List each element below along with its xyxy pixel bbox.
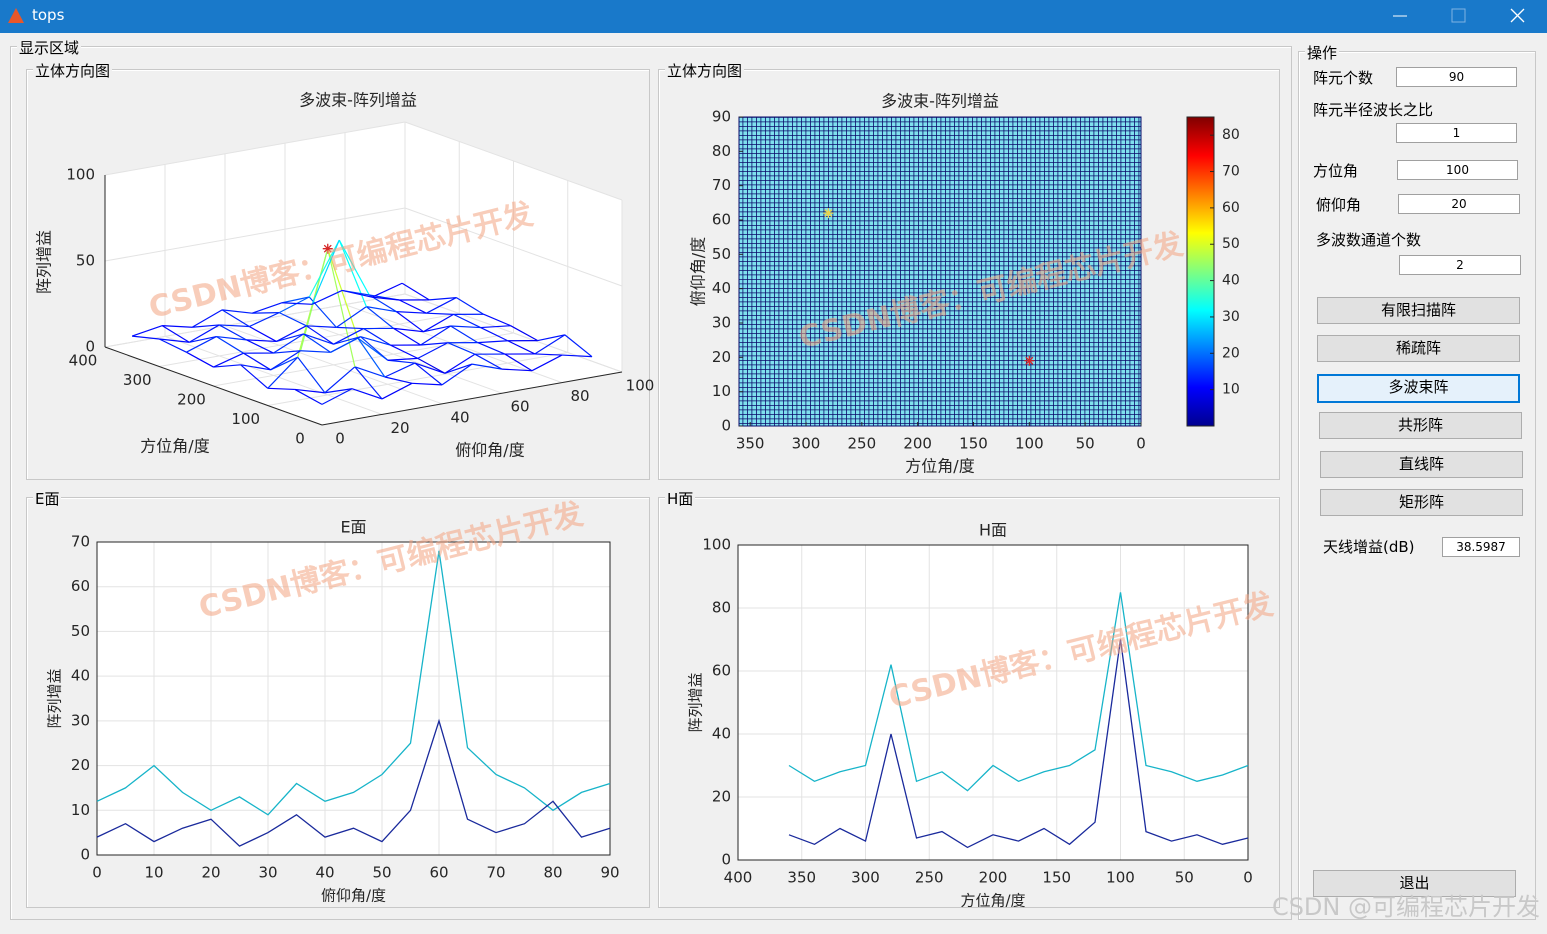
panel-title: H面 xyxy=(665,488,696,509)
panel: 立体方向图 xyxy=(26,60,650,480)
panel-title: 显示区域 xyxy=(17,37,82,58)
field-label: 阵元个数 xyxy=(1313,69,1374,87)
panel-title: E面 xyxy=(33,488,62,509)
field-input[interactable]: 100 xyxy=(1397,160,1518,180)
field-input[interactable]: 20 xyxy=(1398,194,1520,214)
title-bar: tops xyxy=(0,0,1547,33)
button[interactable]: 矩形阵 xyxy=(1320,489,1523,516)
panel-title: 操作 xyxy=(1305,42,1340,63)
panel: 立体方向图 xyxy=(658,60,1280,480)
field-input[interactable]: 1 xyxy=(1396,123,1517,143)
button[interactable]: 有限扫描阵 xyxy=(1317,297,1520,324)
display-panel: 显示区域 xyxy=(10,37,1292,920)
panel-title: 立体方向图 xyxy=(33,60,113,81)
exit-button[interactable]: 退出 xyxy=(1313,870,1516,897)
panel-title: 立体方向图 xyxy=(665,60,745,81)
field-label: 方位角 xyxy=(1313,162,1359,180)
button[interactable]: 共形阵 xyxy=(1319,412,1522,439)
field-label: 俯仰角 xyxy=(1316,196,1362,214)
field-input[interactable]: 2 xyxy=(1399,255,1521,275)
button[interactable]: 稀疏阵 xyxy=(1317,335,1520,362)
field-input[interactable]: 90 xyxy=(1396,67,1517,87)
panel: E面 xyxy=(26,488,650,908)
gain-label: 天线增益(dB) xyxy=(1323,538,1415,556)
gain-output: 38.5987 xyxy=(1442,537,1520,557)
panel: H面 xyxy=(658,488,1280,908)
field-label: 多波数通道个数 xyxy=(1316,231,1422,249)
button[interactable]: 多波束阵 xyxy=(1317,374,1520,403)
field-label: 阵元半径波长之比 xyxy=(1313,101,1434,119)
control-panel: 操作 xyxy=(1298,42,1536,920)
window-title: tops xyxy=(32,6,65,24)
button[interactable]: 直线阵 xyxy=(1320,451,1523,478)
title-icons xyxy=(8,8,1525,23)
